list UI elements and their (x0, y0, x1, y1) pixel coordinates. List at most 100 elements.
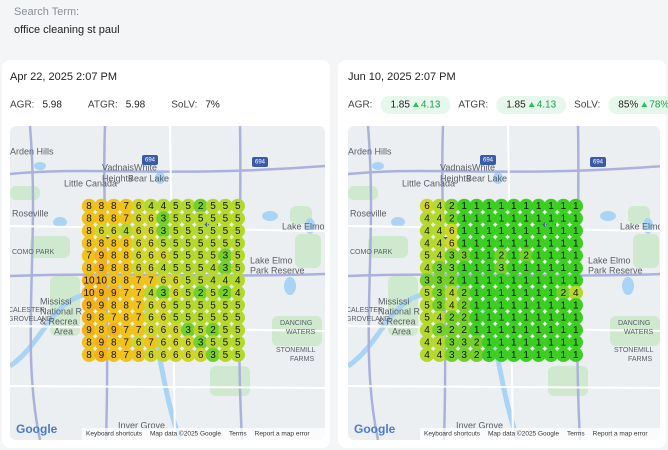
rank-value: 1 (474, 325, 480, 336)
rank-marker (457, 223, 472, 238)
rank-marker (156, 236, 171, 251)
map-label: & Recrea (378, 316, 416, 326)
rank-marker (94, 347, 109, 362)
rank-marker (568, 335, 583, 350)
rank-marker (131, 260, 146, 276)
rank-marker (469, 347, 484, 362)
rank-marker (543, 322, 559, 338)
rank-marker (131, 347, 146, 362)
rank-value: 3 (499, 263, 505, 274)
rank-marker (131, 223, 146, 238)
rank-value: 1 (461, 238, 467, 249)
rank-value: 8 (111, 276, 117, 287)
rank-marker (432, 322, 447, 338)
metric-value: 5.98 (126, 100, 146, 111)
rank-marker (519, 211, 534, 226)
rank-marker (181, 310, 196, 325)
rank-marker (181, 335, 196, 350)
rank-marker (432, 285, 447, 300)
rank-marker (519, 260, 534, 276)
rank-value: 3 (437, 263, 443, 274)
rank-value: 5 (173, 214, 179, 225)
rank-value: 1 (499, 226, 505, 237)
rank-value: 2 (461, 288, 467, 299)
map-footer-link: Map data ©2025 Google (150, 430, 221, 438)
rank-value: 1 (474, 251, 480, 262)
rank-value: 2 (449, 201, 455, 212)
rank-value: 2 (210, 325, 216, 336)
rank-value: 5 (161, 238, 167, 249)
highway (10, 164, 325, 176)
map-label: White (134, 162, 157, 172)
metric-change: 4.13 (537, 100, 557, 111)
rank-marker (568, 347, 583, 362)
rank-marker (469, 236, 484, 251)
rank-marker (519, 347, 534, 362)
rank-marker (543, 285, 559, 300)
rank-marker (131, 273, 146, 288)
rank-value: 1 (486, 350, 492, 361)
rank-marker (543, 223, 559, 238)
rank-value: 1 (523, 288, 529, 299)
lake (34, 162, 46, 170)
rank-value: 5 (210, 300, 216, 311)
rank-marker (481, 322, 497, 338)
rank-value: 4 (437, 201, 443, 212)
rank-marker (457, 273, 472, 288)
rank-value: 5 (210, 313, 216, 324)
rank-value: 3 (223, 251, 229, 262)
rank-value: 7 (123, 288, 129, 299)
rank-value: 1 (499, 288, 505, 299)
lake (493, 172, 503, 184)
rank-marker (556, 236, 571, 251)
rank-marker (469, 223, 484, 238)
map-footer-link: Keyboard shortcuts (424, 431, 481, 438)
rank-marker (481, 211, 497, 226)
rank-value: 8 (136, 350, 142, 361)
rank-value: 1 (573, 338, 579, 349)
rank-marker (143, 223, 159, 238)
rank-marker (568, 236, 583, 251)
rank-marker (568, 273, 583, 288)
map-label: WATERS (286, 329, 315, 336)
rank-value: 6 (161, 251, 167, 262)
rank-marker (568, 298, 583, 313)
rank-value: 8 (86, 263, 92, 274)
map-label: Little Canada (64, 178, 117, 188)
rank-value: 3 (449, 263, 455, 274)
rank-value: 5 (235, 251, 241, 262)
rank-value: 2 (449, 313, 455, 324)
rank-value: 2 (523, 251, 529, 262)
rank-marker (432, 347, 447, 362)
rank-value: 1 (511, 276, 517, 287)
rank-marker (193, 310, 208, 325)
rank-value: 9 (86, 313, 92, 324)
rank-value: 1 (573, 300, 579, 311)
rank-marker (494, 335, 509, 350)
rank-marker (218, 285, 233, 300)
rank-marker (419, 211, 435, 226)
rank-marker (143, 310, 159, 325)
rank-value: 4 (437, 338, 443, 349)
rank-value: 3 (161, 226, 167, 237)
rank-marker (444, 223, 459, 238)
rank-value: 7 (123, 201, 129, 212)
metric-label: AGR: (10, 100, 34, 111)
road (348, 385, 660, 389)
rank-marker (218, 347, 233, 362)
rank-marker (494, 198, 509, 214)
rank-marker (106, 211, 122, 226)
rank-value: 5 (235, 313, 241, 324)
rank-marker (119, 248, 134, 263)
rank-value: 9 (99, 288, 105, 299)
rank-marker (432, 198, 447, 214)
rank-marker (419, 260, 435, 276)
rank-value: 1 (561, 214, 567, 225)
rank-marker (168, 211, 183, 226)
rank-value: 1 (486, 288, 492, 299)
rank-value: 6 (161, 276, 167, 287)
rank-value: 1 (499, 350, 505, 361)
rank-marker (469, 322, 484, 338)
rank-value: 1 (523, 238, 529, 249)
rank-marker (119, 223, 134, 238)
